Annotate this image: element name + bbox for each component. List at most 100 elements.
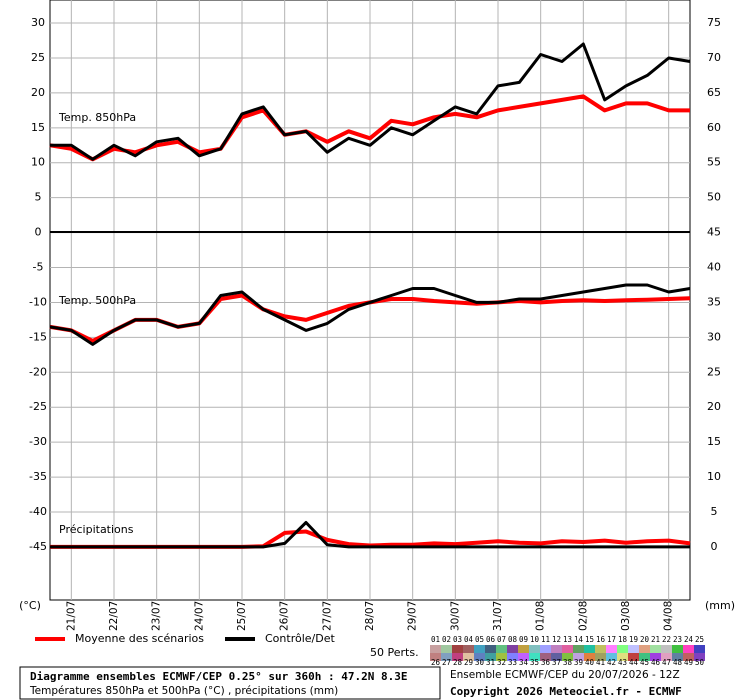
y2-tick-label: 50	[707, 191, 721, 204]
y2-tick-label: 75	[707, 16, 721, 29]
legend-pert: 06	[486, 635, 496, 644]
control-line	[50, 42, 691, 161]
y-tick-label: -45	[29, 540, 47, 553]
legend-pert: 18	[618, 635, 628, 644]
legend-swatch	[452, 645, 463, 653]
legend-swatch	[529, 653, 540, 661]
y-tick-label: -40	[29, 505, 47, 518]
y-tick-label: 30	[31, 16, 45, 29]
legend-swatch	[518, 653, 529, 661]
y-tick-label: 5	[35, 191, 42, 204]
legend-pert: 45	[640, 658, 649, 667]
legend-swatch	[694, 653, 705, 661]
legend-pert: 19	[629, 635, 638, 644]
x-tick-label: 01/08	[535, 601, 547, 631]
legend-pert: 20	[640, 635, 650, 644]
x-tick-label: 28/07	[364, 601, 376, 631]
legend-pert: 27	[442, 658, 451, 667]
y2-tick-label: 35	[707, 295, 721, 308]
legend-swatch	[683, 645, 694, 653]
legend-pert: 11	[541, 635, 550, 644]
legend-swatch	[617, 645, 628, 653]
legend-pert: 30	[475, 658, 485, 667]
y2-tick-label: 5	[711, 505, 718, 518]
legend-pert: 43	[618, 658, 627, 667]
x-tick-label: 04/08	[663, 601, 675, 631]
legend-swatch	[595, 645, 606, 653]
legend-pert: 13	[563, 635, 572, 644]
legend-swatch	[496, 653, 507, 661]
legend-pert: 29	[464, 658, 473, 667]
legend-pert: 14	[574, 635, 584, 644]
legend-pert: 34	[519, 658, 529, 667]
legend-swatch	[672, 653, 683, 661]
legend-pert: 36	[541, 658, 551, 667]
y2-tick-label: 55	[707, 156, 721, 169]
legend-swatch	[463, 645, 474, 653]
panel-label: Temp. 850hPa	[58, 111, 136, 124]
legend-pert: 44	[629, 658, 639, 667]
legend-pert: 33	[508, 658, 517, 667]
legend-swatch	[694, 645, 705, 653]
x-tick-label: 23/07	[151, 601, 163, 631]
legend-swatch	[551, 653, 562, 661]
y2-tick-label: 15	[707, 435, 721, 448]
legend-swatch	[595, 653, 606, 661]
legend-pert: 15	[585, 635, 594, 644]
legend-pert: 12	[552, 635, 561, 644]
legend-pert: 24	[684, 635, 694, 644]
legend-swatch	[562, 653, 573, 661]
legend-pert: 08	[508, 635, 518, 644]
legend-swatch	[518, 645, 529, 653]
legend-swatch	[463, 653, 474, 661]
x-tick-label: 30/07	[449, 601, 461, 631]
x-tick-label: 31/07	[492, 601, 504, 631]
legend-swatch	[540, 645, 551, 653]
y2-tick-label: 25	[707, 365, 721, 378]
x-tick-label: 25/07	[236, 601, 248, 631]
y2-tick-label: 30	[707, 330, 721, 343]
legend-swatch	[474, 645, 485, 653]
legend-pert: 46	[651, 658, 661, 667]
legend-pert: 26	[431, 658, 441, 667]
legend-swatch	[551, 645, 562, 653]
legend-swatch	[562, 645, 573, 653]
run-info: Ensemble ECMWF/CEP du 20/07/2026 - 12Z	[450, 669, 680, 681]
legend-swatch	[430, 653, 441, 661]
legend-swatch	[529, 645, 540, 653]
legend-swatch	[639, 653, 650, 661]
legend-swatch	[628, 645, 639, 653]
y2-tick-label: 10	[707, 470, 721, 483]
control-line	[49, 283, 691, 346]
y2-tick-label: 60	[707, 121, 721, 134]
legend-swatch	[683, 653, 694, 661]
x-tick-label: 27/07	[321, 601, 333, 631]
legend-swatch	[584, 645, 595, 653]
x-tick-label: 22/07	[108, 601, 120, 631]
legend-pert: 48	[673, 658, 683, 667]
legend-swatch	[507, 645, 518, 653]
legend-control: Contrôle/Det	[265, 632, 335, 645]
legend-swatch	[485, 653, 496, 661]
legend-pert: 22	[662, 635, 671, 644]
y-axis-unit: (°C)	[19, 599, 41, 612]
x-tick-label: 24/07	[193, 601, 205, 631]
x-tick-label: 03/08	[620, 601, 632, 631]
legend-pert: 37	[552, 658, 561, 667]
y-tick-label: 0	[35, 226, 42, 239]
legend-pert: 35	[530, 658, 539, 667]
y2-axis-unit: (mm)	[705, 599, 735, 612]
legend-pert: 47	[662, 658, 671, 667]
legend-swatch	[452, 653, 463, 661]
legend-pert: 28	[453, 658, 463, 667]
legend-pert: 03	[453, 635, 462, 644]
legend-pert: 39	[574, 658, 583, 667]
panel-label: Temp. 500hPa	[58, 294, 136, 307]
x-tick-label: 02/08	[577, 601, 589, 631]
legend-swatch	[661, 653, 672, 661]
x-tick-label: 29/07	[407, 601, 419, 631]
legend-pert: 02	[442, 635, 451, 644]
legend-swatch	[628, 653, 639, 661]
legend-pert: 40	[585, 658, 595, 667]
